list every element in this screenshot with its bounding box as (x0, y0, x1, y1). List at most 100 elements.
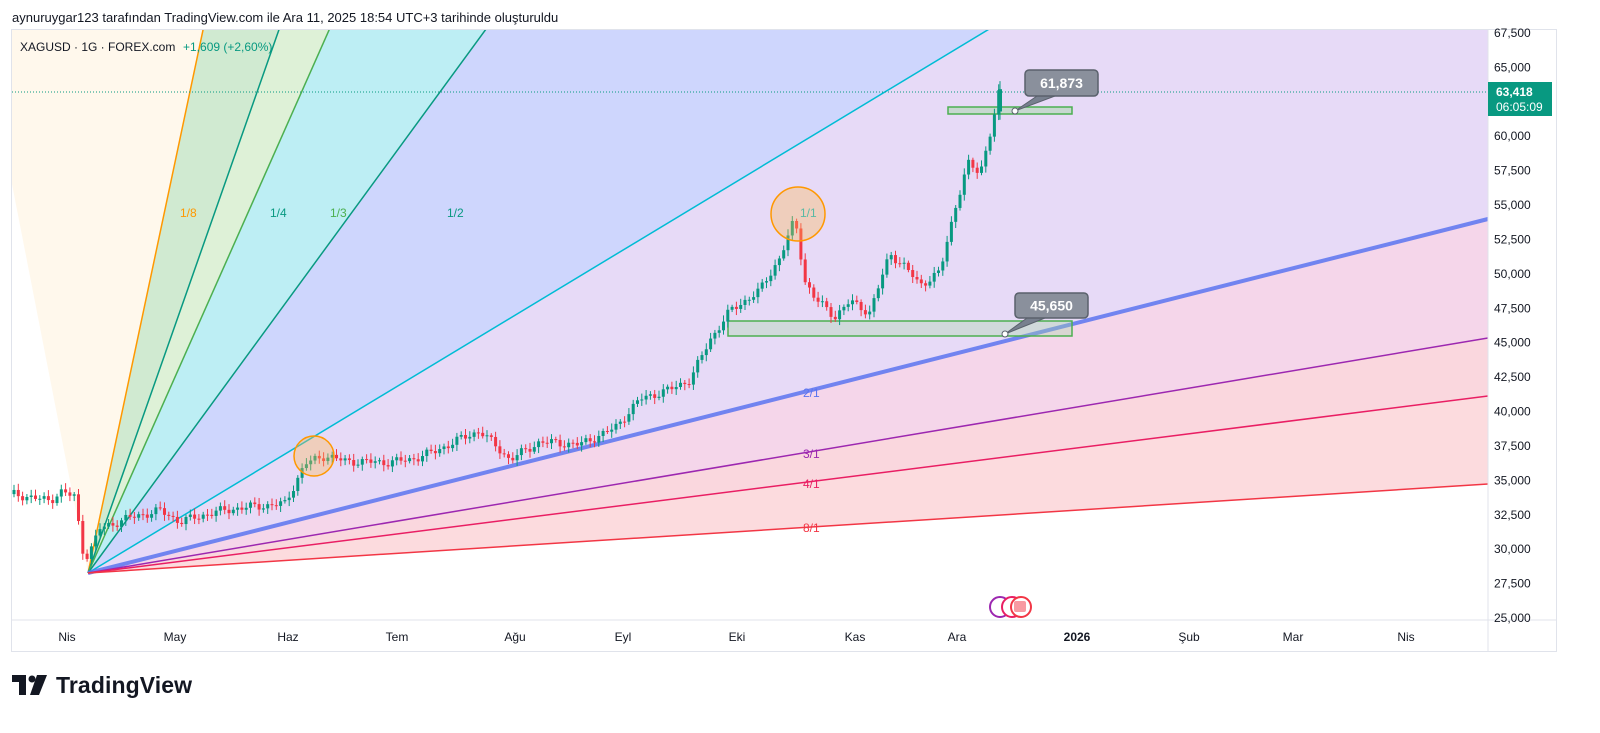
candle[interactable] (188, 509, 192, 521)
fan-line-f2_1[interactable] (87, 217, 1488, 575)
candle[interactable] (782, 245, 786, 261)
candle[interactable] (803, 253, 807, 285)
candle[interactable] (829, 302, 833, 324)
candle[interactable] (163, 502, 166, 521)
candle[interactable] (924, 280, 928, 292)
candle[interactable] (124, 510, 128, 526)
candle[interactable] (412, 453, 416, 466)
candle[interactable] (975, 162, 979, 179)
candle[interactable] (249, 500, 252, 514)
candle[interactable] (739, 298, 743, 313)
candle[interactable] (941, 257, 945, 276)
candle[interactable] (494, 431, 498, 452)
candle[interactable] (128, 508, 132, 520)
fan-line-f1_3[interactable] (87, 0, 520, 574)
candle[interactable] (661, 384, 665, 403)
candle[interactable] (16, 483, 20, 502)
candle[interactable] (89, 543, 93, 565)
candle[interactable] (266, 501, 270, 514)
candle[interactable] (911, 264, 915, 283)
candle[interactable] (846, 299, 850, 312)
candle[interactable] (519, 444, 523, 461)
upper-price-callout[interactable]: 61,873 (1011, 69, 1099, 115)
candle[interactable] (743, 295, 747, 311)
candle[interactable] (313, 453, 317, 465)
candle[interactable] (915, 270, 919, 284)
candle[interactable] (421, 450, 424, 467)
candle[interactable] (902, 257, 906, 270)
candle[interactable] (429, 444, 433, 454)
candle[interactable] (102, 523, 106, 536)
candle[interactable] (171, 511, 175, 522)
candle[interactable] (257, 497, 261, 516)
candle[interactable] (507, 451, 510, 465)
fan-line-f3_1[interactable] (87, 337, 1488, 574)
candle[interactable] (274, 499, 278, 510)
candle[interactable] (472, 429, 476, 442)
candle[interactable] (12, 484, 16, 498)
candle[interactable] (636, 396, 639, 408)
candle[interactable] (614, 419, 618, 434)
highlight-circle-eki[interactable] (770, 186, 826, 242)
candle[interactable] (558, 434, 562, 453)
candle[interactable] (584, 434, 588, 445)
candle[interactable] (980, 160, 983, 176)
candle[interactable] (326, 453, 330, 465)
candle[interactable] (863, 304, 867, 319)
candle[interactable] (799, 223, 803, 266)
candle[interactable] (68, 487, 72, 502)
candle[interactable] (399, 451, 403, 465)
candle[interactable] (777, 255, 781, 272)
candle[interactable] (932, 266, 936, 288)
candle[interactable] (881, 268, 885, 295)
candle[interactable] (339, 452, 343, 467)
candle[interactable] (386, 459, 390, 470)
candle[interactable] (958, 190, 962, 211)
fan-line-f8_1[interactable] (87, 483, 1488, 574)
candle[interactable] (640, 393, 644, 406)
candle[interactable] (25, 494, 29, 505)
candle[interactable] (992, 108, 996, 142)
candle[interactable] (618, 419, 622, 429)
candle[interactable] (515, 449, 519, 466)
tradingview-brand[interactable]: TradingView (12, 672, 192, 699)
candle[interactable] (34, 489, 37, 502)
candle[interactable] (704, 343, 708, 362)
candle[interactable] (150, 510, 154, 522)
candle[interactable] (29, 489, 33, 504)
candle[interactable] (154, 503, 158, 521)
candle[interactable] (145, 508, 149, 523)
candle[interactable] (236, 503, 240, 516)
candle[interactable] (206, 509, 209, 522)
candle[interactable] (210, 508, 214, 519)
fan-line-f1_1[interactable] (87, 0, 1600, 574)
candle[interactable] (343, 454, 347, 466)
candle[interactable] (244, 502, 248, 515)
candle[interactable] (713, 329, 717, 345)
candle[interactable] (184, 514, 188, 531)
candle[interactable] (760, 278, 764, 292)
candle[interactable] (984, 146, 988, 173)
candle[interactable] (825, 297, 829, 311)
candle[interactable] (270, 498, 274, 511)
candle[interactable] (790, 216, 794, 240)
candle[interactable] (567, 438, 571, 453)
candle[interactable] (489, 433, 493, 441)
candle[interactable] (218, 502, 222, 516)
candle[interactable] (562, 440, 566, 451)
candle[interactable] (416, 453, 420, 466)
candle[interactable] (240, 501, 244, 514)
candle[interactable] (872, 294, 876, 318)
candle[interactable] (111, 517, 115, 532)
candle[interactable] (868, 305, 872, 320)
candle[interactable] (610, 423, 614, 438)
candle[interactable] (575, 437, 579, 450)
candle[interactable] (928, 276, 932, 289)
candle[interactable] (898, 257, 902, 268)
candle[interactable] (700, 351, 704, 364)
candle[interactable] (197, 514, 201, 525)
candle[interactable] (623, 416, 627, 428)
candle[interactable] (722, 315, 725, 335)
candle[interactable] (571, 439, 575, 449)
resistance-zone[interactable] (947, 106, 1073, 115)
